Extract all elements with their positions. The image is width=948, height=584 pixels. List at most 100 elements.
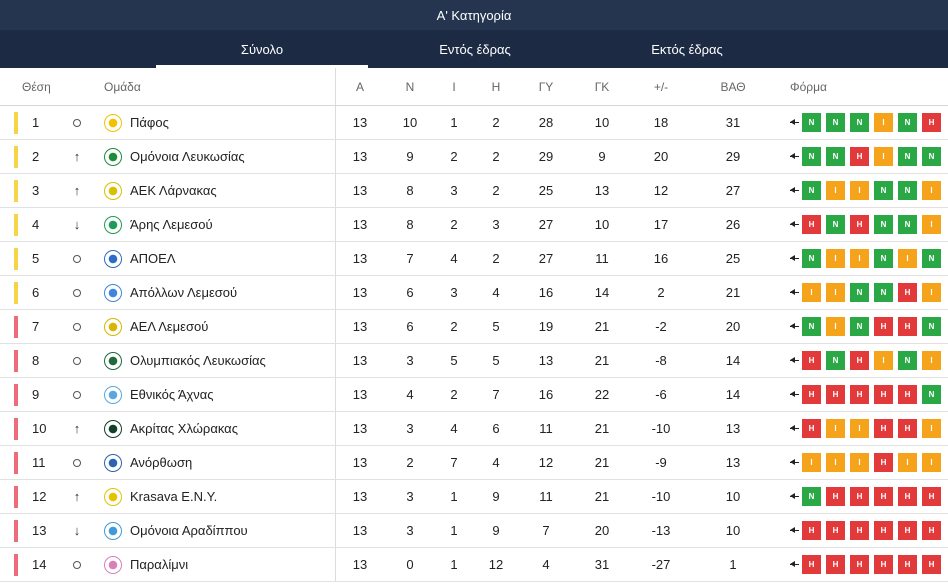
team-name[interactable]: Ομόνοια Λευκωσίας	[130, 149, 245, 164]
form-result-badge[interactable]: Ι	[922, 351, 941, 370]
team-name[interactable]: Krasava E.N.Y.	[130, 489, 218, 504]
tab-overall[interactable]: Σύνολο	[156, 30, 368, 68]
form-result-badge[interactable]: Ν	[826, 215, 845, 234]
form-result-badge[interactable]: Ι	[826, 181, 845, 200]
form-result-badge[interactable]: Ν	[826, 351, 845, 370]
team-cell[interactable]: Ακρίτας Χλώρακας	[104, 412, 332, 445]
form-result-badge[interactable]: Ι	[898, 249, 917, 268]
form-result-badge[interactable]: Ι	[922, 215, 941, 234]
team-name[interactable]: Ακρίτας Χλώρακας	[130, 421, 238, 436]
form-result-badge[interactable]: Ν	[874, 181, 893, 200]
col-points[interactable]: ΒΑΘ	[720, 79, 746, 94]
form-result-badge[interactable]: Ι	[850, 181, 869, 200]
form-result-badge[interactable]: Ν	[922, 249, 941, 268]
form-result-badge[interactable]: Ν	[802, 249, 821, 268]
form-result-badge[interactable]: Η	[922, 113, 941, 132]
tab-away[interactable]: Εκτός έδρας	[651, 41, 723, 57]
team-name[interactable]: Πάφος	[130, 115, 169, 130]
team-name[interactable]: Εθνικός Άχνας	[130, 387, 214, 402]
team-cell[interactable]: Ομόνοια Αραδίππου	[104, 514, 332, 547]
team-cell[interactable]: Παραλίμνι	[104, 548, 332, 581]
table-row[interactable]: 13 ↓ Ομόνοια Αραδίππου 13 3 1 9 7 20 -13 10 Η Η Η Η Η Η	[0, 514, 948, 548]
form-result-badge[interactable]: Ι	[922, 453, 941, 472]
form-result-badge[interactable]: Ι	[826, 419, 845, 438]
col-team[interactable]: Ομάδα	[104, 79, 141, 94]
team-name[interactable]: Ολυμπιακός Λευκωσίας	[130, 353, 266, 368]
table-row[interactable]: 6 Απόλλων Λεμεσού 13 6 3 4 16 14 2 21 Ι Ι Ν Ν Η Ι	[0, 276, 948, 310]
table-row[interactable]: 1 Πάφος 13 10 1 2 28 10 18 31 Ν Ν Ν Ι Ν Η	[0, 106, 948, 140]
form-result-badge[interactable]: Ν	[850, 317, 869, 336]
team-cell[interactable]: Πάφος	[104, 106, 332, 139]
form-result-badge[interactable]: Η	[898, 487, 917, 506]
form-result-badge[interactable]: Ι	[874, 351, 893, 370]
team-cell[interactable]: Krasava E.N.Y.	[104, 480, 332, 513]
team-name[interactable]: Ομόνοια Αραδίππου	[130, 523, 248, 538]
col-goals-against[interactable]: ΓΚ	[594, 79, 610, 94]
form-result-badge[interactable]: Η	[850, 555, 869, 574]
form-result-badge[interactable]: Η	[898, 555, 917, 574]
team-name[interactable]: ΑΕΛ Λεμεσού	[130, 319, 209, 334]
form-result-badge[interactable]: Η	[826, 521, 845, 540]
form-result-badge[interactable]: Η	[850, 521, 869, 540]
form-result-badge[interactable]: Ι	[874, 113, 893, 132]
table-row[interactable]: 4 ↓ Άρης Λεμεσού 13 8 2 3 27 10 17 26 Η Ν Η Ν Ν Ι	[0, 208, 948, 242]
form-result-badge[interactable]: Η	[826, 555, 845, 574]
col-position[interactable]: Θέση	[22, 79, 51, 94]
team-name[interactable]: ΑΠΟΕΛ	[130, 251, 176, 266]
form-result-badge[interactable]: Η	[850, 385, 869, 404]
team-cell[interactable]: Ολυμπιακός Λευκωσίας	[104, 344, 332, 377]
form-result-badge[interactable]: Η	[802, 215, 821, 234]
form-result-badge[interactable]: Ι	[826, 317, 845, 336]
form-result-badge[interactable]: Η	[874, 453, 893, 472]
form-result-badge[interactable]: Η	[850, 487, 869, 506]
form-result-badge[interactable]: Ι	[874, 147, 893, 166]
col-wins[interactable]: Ν	[405, 79, 415, 94]
form-result-badge[interactable]: Η	[874, 317, 893, 336]
form-result-badge[interactable]: Ν	[898, 113, 917, 132]
form-result-badge[interactable]: Ν	[802, 113, 821, 132]
table-row[interactable]: 8 Ολυμπιακός Λευκωσίας 13 3 5 5 13 21 -8 14 Η Ν Η Ι Ν Ι	[0, 344, 948, 378]
team-cell[interactable]: Εθνικός Άχνας	[104, 378, 332, 411]
col-losses[interactable]: Η	[491, 79, 501, 94]
form-result-badge[interactable]: Η	[802, 555, 821, 574]
table-row[interactable]: 14 Παραλίμνι 13 0 1 12 4 31 -27 1 Η Η Η Η Η Η	[0, 548, 948, 582]
col-goals-for[interactable]: ΓΥ	[538, 79, 554, 94]
team-cell[interactable]: Ομόνοια Λευκωσίας	[104, 140, 332, 173]
table-row[interactable]: 11 Ανόρθωση 13 2 7 4 12 21 -9 13 Ι Ι Ι Η Ι Ι	[0, 446, 948, 480]
team-cell[interactable]: Απόλλων Λεμεσού	[104, 276, 332, 309]
form-result-badge[interactable]: Ι	[898, 453, 917, 472]
col-goal-diff[interactable]: +/-	[653, 79, 669, 94]
team-name[interactable]: Παραλίμνι	[130, 557, 189, 572]
team-name[interactable]: Άρης Λεμεσού	[130, 217, 213, 232]
form-result-badge[interactable]: Ι	[850, 453, 869, 472]
team-name[interactable]: Ανόρθωση	[130, 455, 193, 470]
form-result-badge[interactable]: Η	[922, 555, 941, 574]
form-result-badge[interactable]: Ι	[922, 181, 941, 200]
team-name[interactable]: Απόλλων Λεμεσού	[130, 285, 238, 300]
form-result-badge[interactable]: Η	[898, 283, 917, 302]
form-result-badge[interactable]: Η	[922, 487, 941, 506]
team-cell[interactable]: ΑΠΟΕΛ	[104, 242, 332, 275]
form-result-badge[interactable]: Ν	[898, 351, 917, 370]
form-result-badge[interactable]: Η	[802, 419, 821, 438]
table-row[interactable]: 9 Εθνικός Άχνας 13 4 2 7 16 22 -6 14 Η Η Η Η Η Ν	[0, 378, 948, 412]
form-result-badge[interactable]: Ν	[898, 147, 917, 166]
form-result-badge[interactable]: Ι	[850, 249, 869, 268]
form-result-badge[interactable]: Ν	[898, 215, 917, 234]
col-played[interactable]: Α	[355, 79, 364, 94]
form-result-badge[interactable]: Η	[874, 419, 893, 438]
table-row[interactable]: 5 ΑΠΟΕΛ 13 7 4 2 27 11 16 25 Ν Ι Ι Ν Ι Ν	[0, 242, 948, 276]
tab-home[interactable]: Εντός έδρας	[439, 41, 511, 57]
form-result-badge[interactable]: Η	[802, 351, 821, 370]
form-result-badge[interactable]: Η	[826, 385, 845, 404]
form-result-badge[interactable]: Ι	[922, 419, 941, 438]
form-result-badge[interactable]: Ν	[850, 113, 869, 132]
form-result-badge[interactable]: Ι	[850, 419, 869, 438]
form-result-badge[interactable]: Η	[898, 317, 917, 336]
table-row[interactable]: 10 ↑ Ακρίτας Χλώρακας 13 3 4 6 11 21 -10 13 Η Ι Ι Η Η Ι	[0, 412, 948, 446]
table-row[interactable]: 3 ↑ ΑΕΚ Λάρνακας 13 8 3 2 25 13 12 27 Ν Ι Ι Ν Ν Ι	[0, 174, 948, 208]
form-result-badge[interactable]: Η	[850, 215, 869, 234]
form-result-badge[interactable]: Η	[850, 147, 869, 166]
form-result-badge[interactable]: Ν	[826, 113, 845, 132]
form-result-badge[interactable]: Ν	[802, 487, 821, 506]
